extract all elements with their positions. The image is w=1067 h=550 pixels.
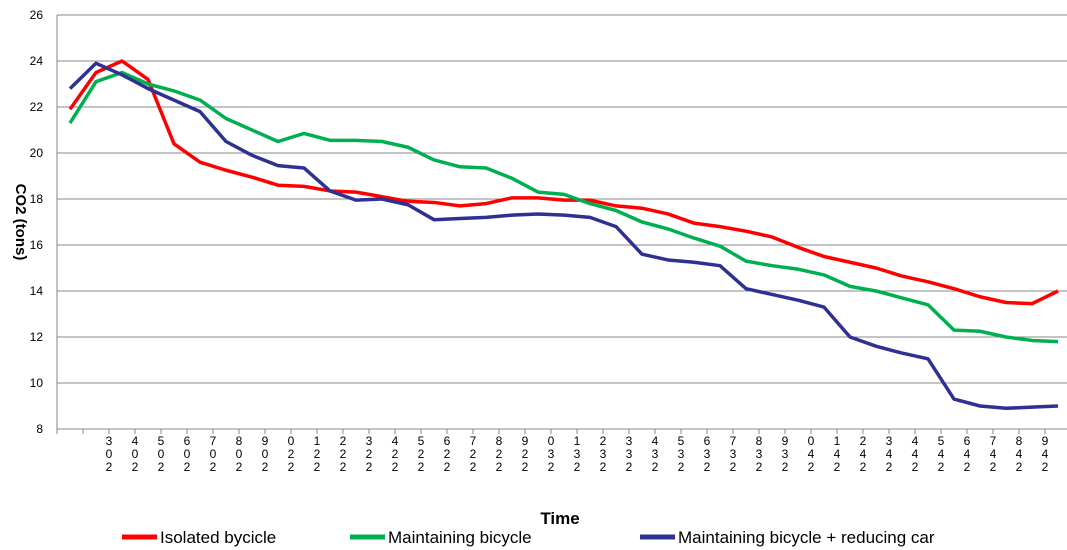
y-tick-label: 8 xyxy=(36,422,43,436)
y-tick-label: 18 xyxy=(30,192,44,206)
y-tick-label: 26 xyxy=(30,8,44,22)
series-line xyxy=(68,61,1059,411)
y-tick-label: 10 xyxy=(30,376,44,390)
y-axis-title: CO2 (tons) xyxy=(12,184,29,261)
y-tick-label: 16 xyxy=(30,238,44,252)
y-tick-label: 14 xyxy=(30,284,44,298)
legend-label: Maintaining bicycle + reducing car xyxy=(678,528,935,547)
series-line xyxy=(68,70,1059,344)
y-tick-label: 22 xyxy=(30,100,44,114)
legend-label: Isolated bycicle xyxy=(160,528,276,547)
y-tick-label: 20 xyxy=(30,146,44,160)
series-line xyxy=(68,59,1059,306)
y-tick-label: 24 xyxy=(30,54,44,68)
y-tick-label: 12 xyxy=(30,330,44,344)
x-axis-title: Time xyxy=(540,509,579,528)
legend-label: Maintaining bicycle xyxy=(388,528,532,547)
